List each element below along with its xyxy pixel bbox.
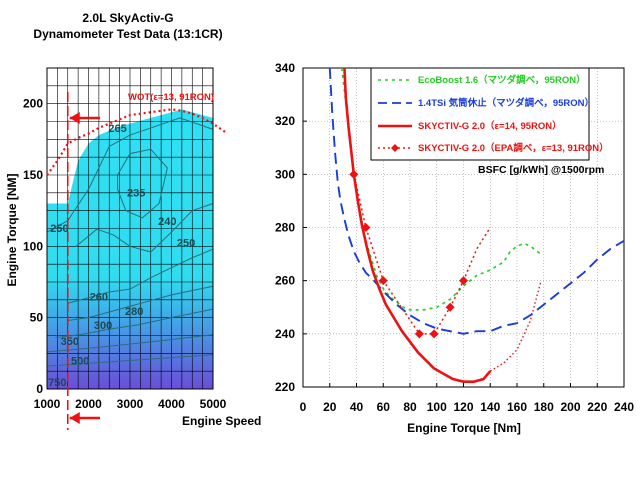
y-tick-label: 280: [275, 221, 295, 235]
y-tick-label: 340: [275, 61, 295, 75]
x-tick-label: 140: [480, 400, 500, 414]
x-tick-label: 4000: [158, 397, 185, 411]
y-tick-label: 100: [23, 239, 43, 253]
contour-line: [117, 148, 168, 219]
data-point: [361, 223, 371, 232]
left-chart-title: 2.0L SkyActiv-G: [82, 11, 173, 25]
data-point: [378, 276, 388, 286]
series-line: [340, 67, 542, 311]
contour-label: 280: [125, 306, 143, 318]
y-tick-label: 0: [36, 382, 43, 396]
x-tick-label: 100: [427, 400, 447, 414]
x-tick-label: 3000: [117, 397, 144, 411]
contour-label: 500: [71, 356, 89, 368]
legend-marker: [391, 144, 399, 152]
right-plot-area: 0 20 40 60 80 100 120 140 160 180 200 220 240 220 240 2…: [275, 61, 634, 414]
legend-item: SKYCTIV-G 2.0（EPA調べ，ε=13, 91RON）: [378, 142, 609, 154]
contour-line: [67, 285, 214, 322]
data-point: [429, 329, 439, 339]
data-point: [349, 169, 359, 179]
contour-line: [46, 117, 214, 233]
x-tick-label: 0: [300, 400, 307, 414]
legend-label: 1.4TSi 気筒休止（マツダ調べ，95RON）: [418, 97, 594, 109]
right-chart: 0 20 40 60 80 100 120 140 160 180 200 220 240 220 240 2…: [275, 61, 634, 435]
legend-label: SKYCTIV-G 2.0（EPA調べ，ε=13, 91RON）: [418, 142, 609, 154]
contour-line: [46, 354, 214, 367]
contour-label: 250: [50, 223, 68, 235]
contour-line: [75, 203, 214, 253]
x-tick-label: 180: [534, 400, 554, 414]
wot-label: WOT(ε=13, 91RON): [128, 92, 214, 103]
legend-label: EcoBoost 1.6（マツダ調べ，95RON）: [418, 74, 586, 86]
y-tick-label: 220: [275, 380, 295, 394]
contour-label: 260: [90, 292, 108, 304]
legend-item: 1.4TSi 気筒休止（マツダ調べ，95RON）: [378, 97, 594, 109]
series-line: [353, 174, 491, 335]
legend-box: [370, 67, 590, 161]
arrow-head: [69, 412, 80, 424]
series-extension: [489, 280, 542, 372]
left-y-axis-label: Engine Torque [NM]: [5, 173, 19, 286]
x-tick-label: 2000: [75, 397, 102, 411]
contour-label: 350: [61, 336, 79, 348]
x-tick-label: 80: [403, 400, 417, 414]
x-tick-label: 120: [453, 400, 473, 414]
x-tick-label: 160: [507, 400, 527, 414]
series-line: [328, 67, 625, 335]
contour-label: 250: [177, 237, 195, 249]
left-chart-subtitle: Dynamometer Test Data (13:1CR): [33, 27, 222, 41]
legend-item: EcoBoost 1.6（マツダ調べ，95RON）: [378, 74, 586, 86]
legend: EcoBoost 1.6（マツダ調べ，95RON） 1.4TSi 気筒休止（マツ…: [370, 67, 609, 161]
y-tick-label: 240: [275, 327, 295, 341]
legend-item: SKYCTIV-G 2.0（ε=14, 95RON）: [378, 120, 562, 132]
left-chart: 2.0L SkyActiv-G Dynamometer Test Data (1…: [5, 11, 261, 430]
x-tick-label: 40: [350, 400, 364, 414]
x-tick-label: 240: [614, 400, 634, 414]
contour-label: 240: [158, 216, 176, 228]
contour-line: [55, 308, 214, 339]
x-tick-label: 5000: [200, 397, 227, 411]
data-point: [445, 302, 455, 312]
x-tick-label: 1000: [34, 397, 61, 411]
contour-label: 750: [48, 377, 66, 389]
x-tick-label: 200: [560, 400, 580, 414]
y-tick-label: 260: [275, 274, 295, 288]
y-tick-label: 150: [23, 168, 43, 182]
right-x-axis-label: Engine Torque [Nm]: [407, 421, 521, 435]
contour-label: 235: [127, 187, 145, 199]
y-tick-label: 320: [275, 114, 295, 128]
contour-label: 265: [108, 123, 126, 135]
x-tick-label: 20: [323, 400, 337, 414]
bsfc-annotation: BSFC [g/kWh] @1500rpm: [478, 164, 604, 176]
data-point: [459, 276, 468, 286]
y-tick-label: 200: [23, 97, 43, 111]
contour-label: 300: [94, 320, 112, 332]
contour-line: [46, 334, 214, 353]
y-tick-label: 300: [275, 167, 295, 181]
data-point: [414, 329, 424, 339]
legend-label: SKYCTIV-G 2.0（ε=14, 95RON）: [418, 120, 562, 132]
x-tick-label: 60: [377, 400, 391, 414]
contour-line: [67, 248, 214, 304]
x-tick-label: 220: [587, 400, 607, 414]
series-line: [343, 67, 492, 383]
y-tick-label: 50: [30, 311, 44, 325]
arrow-head: [69, 112, 80, 124]
left-x-axis-label: Engine Speed: [182, 414, 261, 428]
left-plot-frame: [46, 67, 214, 390]
wot-curve: [46, 108, 227, 176]
